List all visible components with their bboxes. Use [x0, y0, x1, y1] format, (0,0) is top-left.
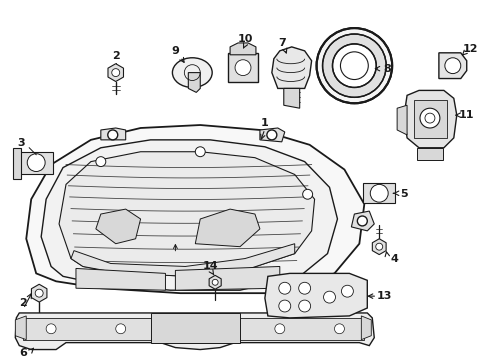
Polygon shape	[396, 105, 406, 135]
Circle shape	[278, 282, 290, 294]
Polygon shape	[101, 128, 125, 140]
Text: 12: 12	[462, 44, 477, 54]
Polygon shape	[26, 125, 364, 293]
Circle shape	[274, 324, 284, 334]
Circle shape	[424, 113, 434, 123]
Text: 2: 2	[112, 51, 120, 61]
Polygon shape	[195, 209, 260, 247]
Polygon shape	[230, 43, 255, 55]
Circle shape	[302, 189, 312, 199]
Circle shape	[107, 130, 118, 140]
Polygon shape	[413, 100, 446, 138]
Polygon shape	[150, 313, 240, 343]
Circle shape	[341, 285, 353, 297]
Polygon shape	[260, 128, 284, 142]
Circle shape	[212, 279, 218, 285]
Circle shape	[27, 154, 45, 171]
Polygon shape	[23, 318, 364, 339]
Polygon shape	[271, 47, 311, 89]
Circle shape	[334, 324, 344, 334]
Circle shape	[195, 147, 205, 157]
Polygon shape	[108, 64, 123, 81]
Polygon shape	[264, 273, 366, 318]
Circle shape	[444, 58, 460, 73]
Circle shape	[323, 291, 335, 303]
Polygon shape	[71, 244, 294, 276]
Polygon shape	[438, 53, 466, 78]
Circle shape	[278, 300, 290, 312]
Circle shape	[340, 52, 367, 80]
Text: 5: 5	[400, 189, 407, 199]
Polygon shape	[175, 266, 279, 290]
Polygon shape	[59, 152, 314, 276]
Polygon shape	[31, 284, 47, 302]
Polygon shape	[403, 90, 456, 148]
Text: 2: 2	[20, 298, 27, 308]
Text: 10: 10	[237, 34, 252, 44]
Circle shape	[112, 69, 120, 77]
Polygon shape	[209, 275, 221, 289]
Circle shape	[35, 289, 43, 297]
Text: 8: 8	[383, 64, 390, 74]
Polygon shape	[76, 269, 165, 290]
Circle shape	[96, 157, 105, 167]
Text: 13: 13	[376, 291, 391, 301]
Circle shape	[266, 130, 276, 140]
Polygon shape	[371, 239, 386, 255]
Polygon shape	[41, 140, 337, 290]
Ellipse shape	[172, 58, 212, 87]
Polygon shape	[15, 316, 26, 339]
Polygon shape	[351, 211, 373, 231]
Circle shape	[116, 324, 125, 334]
Circle shape	[419, 108, 439, 128]
Polygon shape	[19, 152, 53, 175]
Polygon shape	[96, 209, 141, 244]
Text: 6: 6	[20, 347, 27, 357]
Polygon shape	[416, 148, 442, 159]
Text: 14: 14	[202, 261, 218, 271]
Polygon shape	[188, 73, 200, 93]
Circle shape	[298, 300, 310, 312]
Circle shape	[235, 60, 250, 76]
Polygon shape	[363, 183, 394, 203]
Circle shape	[369, 184, 387, 202]
Polygon shape	[283, 89, 299, 108]
Circle shape	[298, 282, 310, 294]
Circle shape	[357, 216, 366, 226]
Circle shape	[375, 243, 382, 250]
Text: 3: 3	[18, 138, 25, 148]
Text: 7: 7	[277, 38, 285, 48]
Circle shape	[46, 324, 56, 334]
Text: 1: 1	[261, 118, 268, 128]
Text: 11: 11	[458, 110, 473, 120]
Text: 9: 9	[171, 46, 179, 56]
Polygon shape	[361, 316, 370, 339]
Circle shape	[332, 44, 375, 87]
Circle shape	[316, 28, 391, 103]
Circle shape	[322, 34, 386, 97]
Polygon shape	[13, 148, 21, 179]
Polygon shape	[15, 313, 373, 350]
Text: 4: 4	[389, 253, 397, 264]
Polygon shape	[227, 53, 257, 82]
